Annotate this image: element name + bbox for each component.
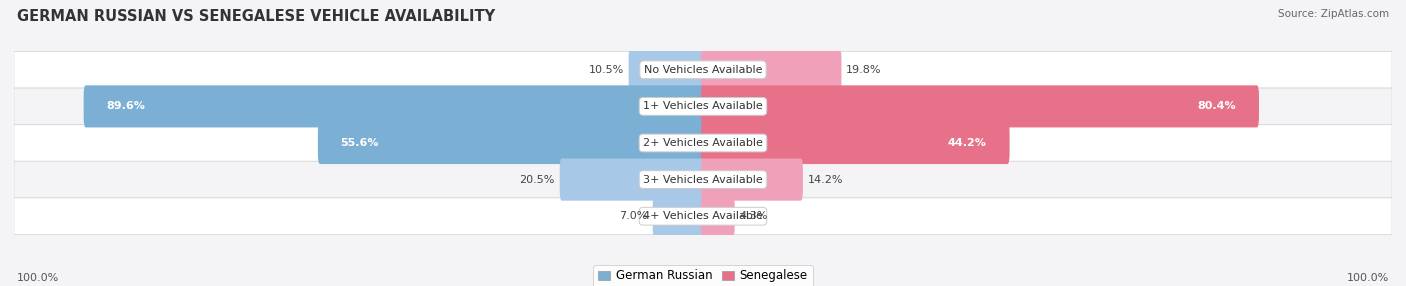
Text: 14.2%: 14.2% [807,175,844,184]
Text: 80.4%: 80.4% [1198,102,1236,111]
FancyBboxPatch shape [14,51,1392,88]
FancyBboxPatch shape [702,158,803,201]
FancyBboxPatch shape [14,88,1392,125]
Text: 19.8%: 19.8% [846,65,882,75]
Text: 100.0%: 100.0% [17,273,59,283]
FancyBboxPatch shape [560,158,704,201]
FancyBboxPatch shape [318,122,704,164]
Text: 89.6%: 89.6% [107,102,145,111]
FancyBboxPatch shape [652,195,704,237]
Text: 3+ Vehicles Available: 3+ Vehicles Available [643,175,763,184]
Text: 44.2%: 44.2% [948,138,987,148]
Text: 20.5%: 20.5% [519,175,555,184]
Text: 7.0%: 7.0% [620,211,648,221]
Text: 100.0%: 100.0% [1347,273,1389,283]
Text: 4+ Vehicles Available: 4+ Vehicles Available [643,211,763,221]
Text: Source: ZipAtlas.com: Source: ZipAtlas.com [1278,9,1389,19]
FancyBboxPatch shape [702,122,1010,164]
FancyBboxPatch shape [83,85,704,128]
Text: 10.5%: 10.5% [589,65,624,75]
FancyBboxPatch shape [702,85,1258,128]
FancyBboxPatch shape [628,49,704,91]
Legend: German Russian, Senegalese: German Russian, Senegalese [593,265,813,286]
FancyBboxPatch shape [14,161,1392,198]
Text: 55.6%: 55.6% [340,138,380,148]
FancyBboxPatch shape [14,198,1392,235]
FancyBboxPatch shape [702,49,841,91]
Text: GERMAN RUSSIAN VS SENEGALESE VEHICLE AVAILABILITY: GERMAN RUSSIAN VS SENEGALESE VEHICLE AVA… [17,9,495,23]
FancyBboxPatch shape [14,125,1392,161]
FancyBboxPatch shape [702,195,735,237]
Text: 4.3%: 4.3% [740,211,768,221]
Text: 1+ Vehicles Available: 1+ Vehicles Available [643,102,763,111]
Text: 2+ Vehicles Available: 2+ Vehicles Available [643,138,763,148]
Text: No Vehicles Available: No Vehicles Available [644,65,762,75]
